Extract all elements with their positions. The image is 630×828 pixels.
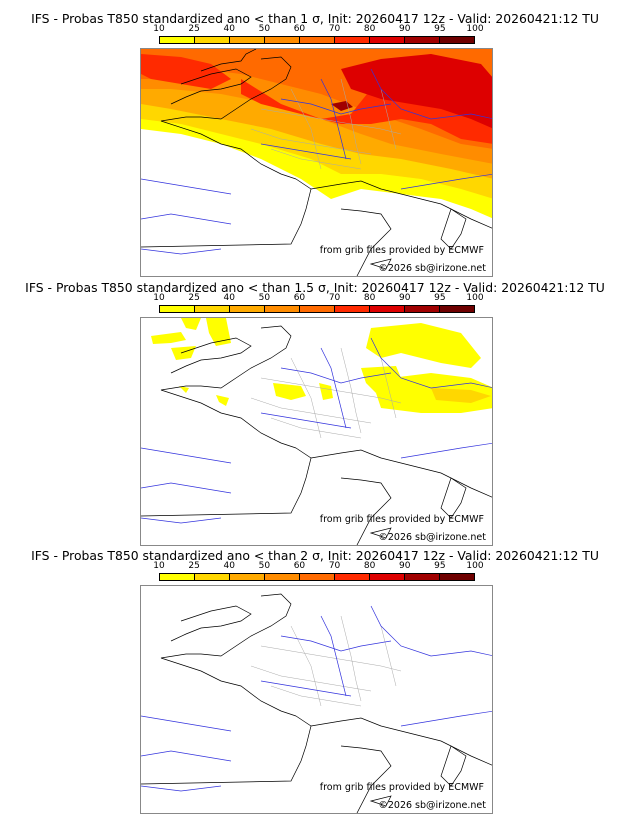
colorbar-ticks: 10 25 40 50 60 70 80 90 95 100	[153, 24, 483, 35]
colorbar-tick-label: 40	[223, 561, 235, 571]
colorbar-tick-label: 80	[363, 293, 376, 303]
coastlines	[141, 593, 492, 813]
map-svg	[141, 593, 492, 813]
rivers	[141, 337, 492, 524]
copyright: ©2026 sb@irizone.net	[378, 263, 486, 274]
colorbar-tick-label: 60	[293, 24, 306, 34]
colorbar-segment	[230, 574, 265, 580]
colorbar-segment	[265, 574, 300, 580]
colorbar-tick-label: 70	[328, 561, 341, 571]
colorbar-tick-label: 95	[434, 24, 446, 34]
colorbar-tick-label: 40	[223, 293, 235, 303]
map: from grib files provided by ECMWF ©2026 …	[140, 585, 493, 814]
colorbar-segment	[440, 37, 474, 43]
colorbar-tick-label: 25	[188, 24, 200, 34]
admin-borders	[250, 615, 402, 707]
colorbar-tick-label: 95	[434, 561, 446, 571]
colorbar-tick-label: 100	[466, 24, 484, 34]
colorbar-segment	[440, 306, 474, 312]
colorbar-tick-label: 80	[363, 24, 376, 34]
colorbar-segment	[335, 37, 370, 43]
probability-field	[141, 49, 492, 219]
colorbar-tick-label: 50	[258, 561, 271, 571]
colorbar-segment	[230, 306, 265, 312]
source-credit: from grib files provided by ECMWF	[319, 514, 484, 525]
colorbar-segment	[195, 574, 230, 580]
copyright: ©2026 sb@irizone.net	[378, 800, 486, 811]
colorbar-tick-label: 50	[258, 24, 271, 34]
admin-borders	[250, 78, 402, 170]
colorbar-tick-label: 25	[188, 293, 200, 303]
colorbar-segment	[405, 37, 440, 43]
colorbar-segment	[370, 37, 405, 43]
colorbar-segment	[370, 574, 405, 580]
colorbar-segment	[440, 574, 474, 580]
colorbar-segment	[335, 574, 370, 580]
colorbar-segment	[335, 306, 370, 312]
colorbar-segment	[230, 37, 265, 43]
copyright: ©2026 sb@irizone.net	[378, 532, 486, 543]
colorbar-tick-label: 70	[328, 24, 341, 34]
colorbar-tick-label: 25	[188, 561, 200, 571]
colorbar-tick-label: 100	[466, 561, 484, 571]
colorbar-tick-label: 40	[223, 24, 235, 34]
source-credit: from grib files provided by ECMWF	[319, 782, 484, 793]
colorbar-segment	[300, 306, 335, 312]
panel-title: IFS - Probas T850 standardized ano < tha…	[31, 11, 599, 26]
map: from grib files provided by ECMWF ©2026 …	[140, 317, 493, 546]
probability-field-25	[431, 388, 491, 403]
colorbar-tick-label: 60	[293, 293, 306, 303]
colorbar-tick-label: 50	[258, 293, 271, 303]
colorbar-segment	[300, 574, 335, 580]
coastlines	[141, 49, 492, 276]
rivers	[141, 605, 492, 792]
colorbar-tick-label: 90	[399, 24, 411, 34]
colorbar-tick-label: 90	[399, 293, 411, 303]
panel-title: IFS - Probas T850 standardized ano < tha…	[25, 280, 605, 295]
colorbar-ticks: 10 25 40 50 60 70 80 90 95 100	[153, 561, 483, 572]
panel-title: IFS - Probas T850 standardized ano < tha…	[31, 548, 599, 563]
colorbar-tick-label: 10	[153, 24, 165, 34]
colorbar-segment	[370, 306, 405, 312]
coastlines	[141, 325, 492, 545]
colorbar-tick-label: 60	[293, 561, 306, 571]
colorbar-ticks: 10 25 40 50 60 70 80 90 95 100	[153, 293, 483, 304]
rivers	[141, 68, 492, 255]
colorbar-segment	[160, 37, 195, 43]
colorbar	[159, 573, 475, 581]
admin-borders	[250, 347, 402, 439]
colorbar-segment	[195, 37, 230, 43]
colorbar-tick-label: 100	[466, 293, 484, 303]
map-svg	[141, 318, 492, 545]
colorbar-segment	[195, 306, 230, 312]
colorbar-segment	[160, 574, 195, 580]
source-credit: from grib files provided by ECMWF	[319, 245, 484, 256]
map-svg	[141, 49, 492, 276]
colorbar	[159, 36, 475, 44]
colorbar-tick-label: 70	[328, 293, 341, 303]
colorbar-segment	[265, 306, 300, 312]
colorbar-tick-label: 10	[153, 561, 165, 571]
colorbar-segment	[300, 37, 335, 43]
map: from grib files provided by ECMWF ©2026 …	[140, 48, 493, 277]
colorbar-tick-label: 90	[399, 561, 411, 571]
colorbar-segment	[265, 37, 300, 43]
colorbar-segment	[405, 574, 440, 580]
colorbar-tick-label: 10	[153, 293, 165, 303]
colorbar-segment	[405, 306, 440, 312]
colorbar-tick-label: 80	[363, 561, 376, 571]
probability-field	[151, 318, 492, 413]
colorbar-segment	[160, 306, 195, 312]
colorbar	[159, 305, 475, 313]
colorbar-tick-label: 95	[434, 293, 446, 303]
